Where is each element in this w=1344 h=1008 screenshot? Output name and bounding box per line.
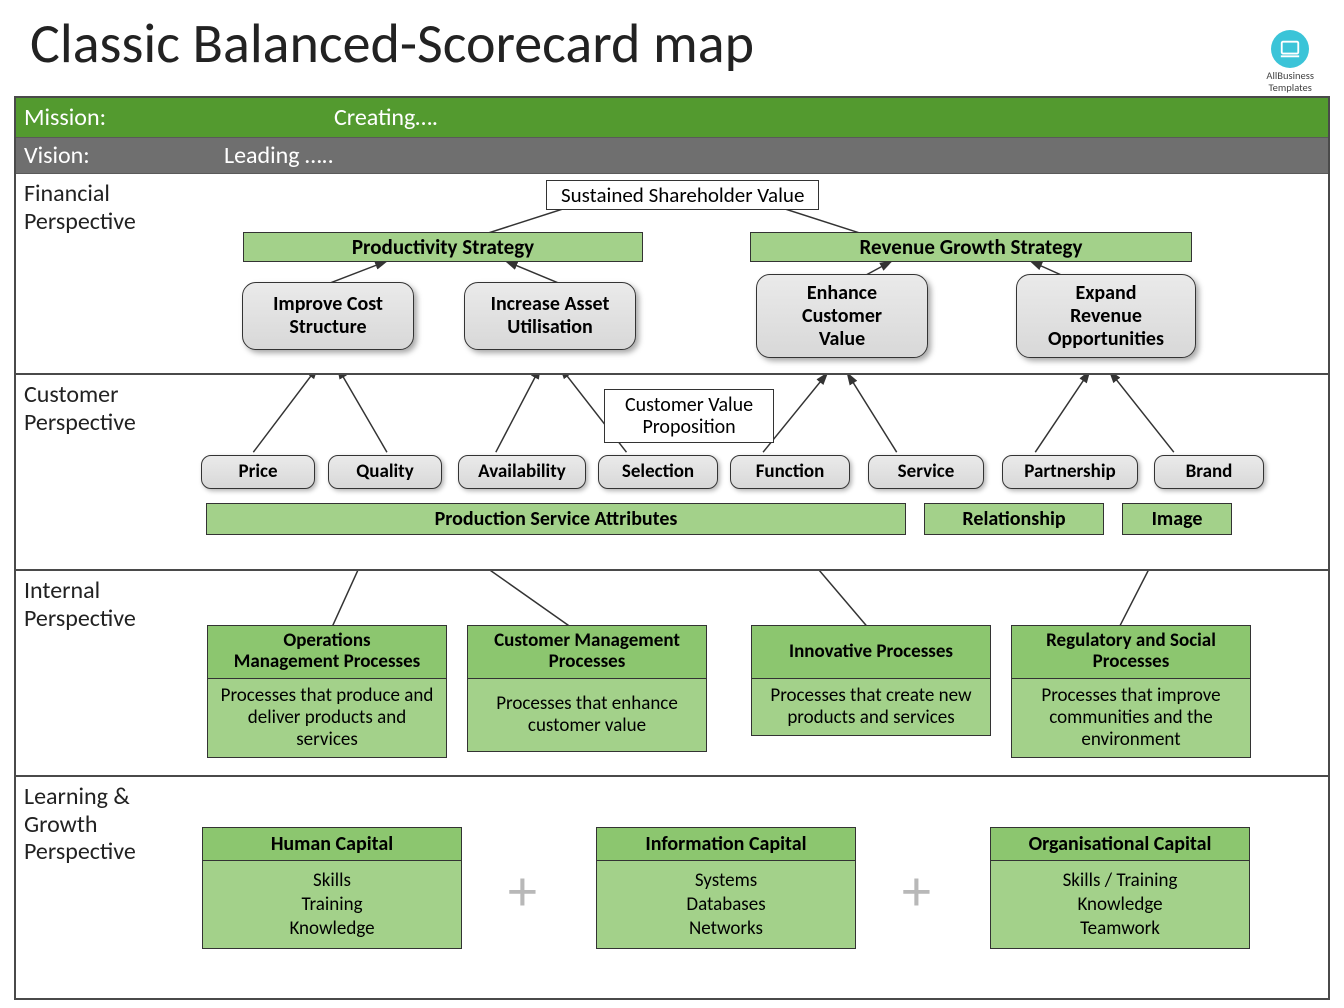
vision-label: Vision: (24, 141, 224, 170)
label-internal: Internal Perspective (24, 577, 136, 632)
attr-quality: Quality (328, 455, 442, 489)
proc-innovative: Innovative Processes Processes that crea… (751, 625, 991, 736)
proc-customer-mgmt-head: Customer Management Processes (467, 625, 707, 679)
logo-icon (1271, 30, 1309, 68)
box-improve-cost: Improve Cost Structure (242, 282, 414, 350)
page-title: Classic Balanced-Scorecard map (0, 0, 1344, 84)
label-customer: Customer Perspective (24, 381, 136, 436)
box-enhance-customer: Enhance Customer Value (756, 274, 928, 358)
bar-relationship: Relationship (924, 503, 1104, 535)
section-internal: Internal Perspective Operations Manageme… (16, 571, 1328, 777)
proc-operations: Operations Management Processes Processe… (207, 625, 447, 758)
cap-information: Information Capital Systems Databases Ne… (596, 827, 856, 949)
vision-bar: Vision: Leading ….. (16, 138, 1328, 174)
cap-human-head: Human Capital (202, 827, 462, 861)
cap-organisational: Organisational Capital Skills / Training… (990, 827, 1250, 949)
proc-innovative-body: Processes that create new products and s… (751, 679, 991, 736)
proc-customer-mgmt-body: Processes that enhance customer value (467, 679, 707, 752)
proc-regulatory: Regulatory and Social Processes Processe… (1011, 625, 1251, 758)
mission-label: Mission: (24, 103, 224, 132)
proc-customer-mgmt: Customer Management Processes Processes … (467, 625, 707, 752)
bar-production-attrs: Production Service Attributes (206, 503, 906, 535)
diagram-frame: Mission: Creating…. Vision: Leading ….. … (14, 96, 1330, 1000)
label-financial: Financial Perspective (24, 180, 136, 235)
mission-text: Creating…. (334, 103, 438, 132)
proc-operations-body: Processes that produce and deliver produ… (207, 679, 447, 758)
attr-selection: Selection (598, 455, 718, 489)
box-expand-revenue: Expand Revenue Opportunities (1016, 274, 1196, 358)
section-financial: Financial Perspective Sustained Sharehol… (16, 174, 1328, 375)
plus-icon: + (902, 855, 931, 926)
box-customer-value-prop: Customer Value Proposition (604, 389, 774, 443)
label-learning: Learning & Growth Perspective (24, 783, 136, 866)
proc-regulatory-head: Regulatory and Social Processes (1011, 625, 1251, 679)
attr-availability: Availability (458, 455, 586, 489)
box-shareholder-value: Sustained Shareholder Value (546, 180, 819, 210)
cap-information-body: Systems Databases Networks (596, 861, 856, 949)
box-revenue-strategy: Revenue Growth Strategy (750, 232, 1192, 262)
attr-brand: Brand (1154, 455, 1264, 489)
attr-price: Price (201, 455, 315, 489)
box-productivity-strategy: Productivity Strategy (243, 232, 643, 262)
attr-partnership: Partnership (1002, 455, 1138, 489)
cap-organisational-head: Organisational Capital (990, 827, 1250, 861)
proc-innovative-head: Innovative Processes (751, 625, 991, 679)
proc-regulatory-body: Processes that improve communities and t… (1011, 679, 1251, 758)
section-customer: Customer Perspective Customer Value Prop… (16, 375, 1328, 571)
section-learning: Learning & Growth Perspective Human Capi… (16, 777, 1328, 992)
cap-human: Human Capital Skills Training Knowledge (202, 827, 462, 949)
mission-bar: Mission: Creating…. (16, 98, 1328, 138)
cap-organisational-body: Skills / Training Knowledge Teamwork (990, 861, 1250, 949)
attr-function: Function (730, 455, 850, 489)
box-increase-asset: Increase Asset Utilisation (464, 282, 636, 350)
logo-text-2: Templates (1266, 82, 1314, 94)
vision-text: Leading ….. (224, 141, 334, 170)
bar-image: Image (1122, 503, 1232, 535)
proc-operations-head: Operations Management Processes (207, 625, 447, 679)
plus-icon: + (508, 855, 537, 926)
cap-information-head: Information Capital (596, 827, 856, 861)
attr-service: Service (868, 455, 984, 489)
logo: AllBusiness Templates (1266, 30, 1314, 93)
cap-human-body: Skills Training Knowledge (202, 861, 462, 949)
logo-text-1: AllBusiness (1266, 70, 1314, 82)
